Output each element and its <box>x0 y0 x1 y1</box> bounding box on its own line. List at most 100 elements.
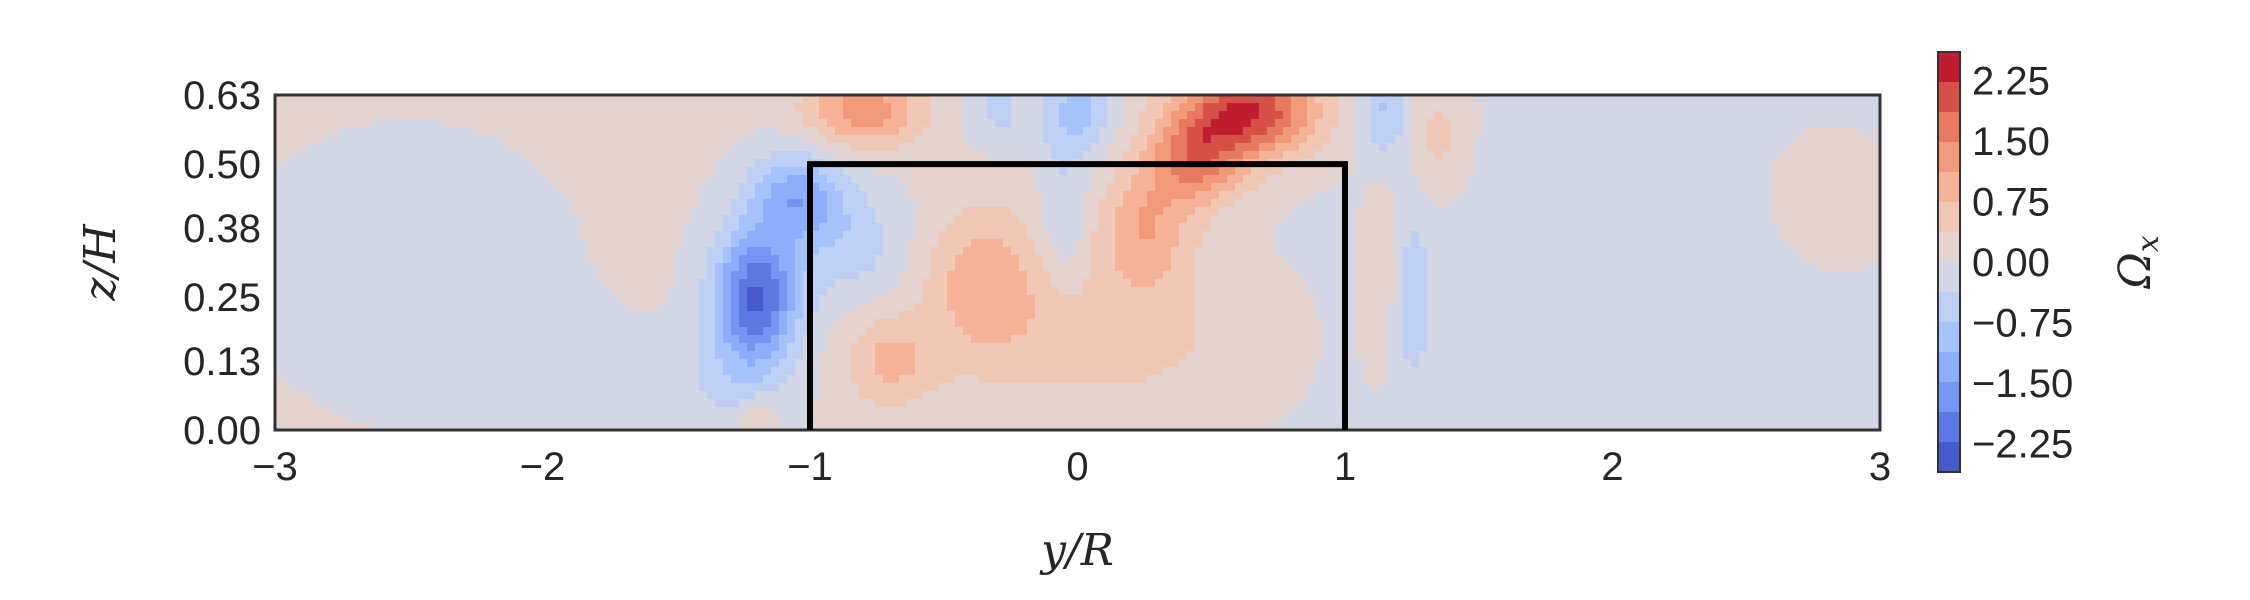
contour-cell <box>699 311 708 320</box>
contour-cell <box>1147 127 1156 136</box>
contour-cell <box>395 367 404 376</box>
contour-cell <box>1019 263 1028 272</box>
contour-cell <box>419 191 428 200</box>
contour-cell <box>915 383 924 392</box>
contour-cell <box>1003 383 1012 392</box>
contour-cell <box>459 423 468 430</box>
contour-cell <box>771 151 780 160</box>
contour-cell <box>1211 327 1220 336</box>
contour-cell <box>315 191 324 200</box>
contour-cell <box>899 167 908 176</box>
contour-cell <box>715 103 724 112</box>
contour-cell <box>611 279 620 288</box>
contour-cell <box>843 375 852 384</box>
contour-cell <box>819 215 828 224</box>
contour-cell <box>411 119 420 128</box>
contour-cell <box>347 231 356 240</box>
contour-cell <box>891 95 900 104</box>
contour-cell <box>283 383 292 392</box>
contour-cell <box>507 143 516 152</box>
contour-cell <box>643 303 652 312</box>
contour-cell <box>331 111 340 120</box>
contour-cell <box>771 183 780 192</box>
contour-cell <box>355 207 364 216</box>
contour-cell <box>411 407 420 416</box>
contour-cell <box>771 271 780 280</box>
contour-cell <box>595 247 604 256</box>
contour-cell <box>627 143 636 152</box>
contour-cell <box>419 279 428 288</box>
contour-cell <box>1051 383 1060 392</box>
contour-cell <box>891 303 900 312</box>
contour-cell <box>699 287 708 296</box>
contour-cell <box>1131 279 1140 288</box>
contour-cell <box>779 319 788 328</box>
contour-cell <box>443 215 452 224</box>
contour-cell <box>1003 167 1012 176</box>
contour-cell <box>843 311 852 320</box>
contour-cell <box>403 271 412 280</box>
contour-cell <box>811 119 820 128</box>
contour-cell <box>523 263 532 272</box>
contour-cell <box>299 159 308 168</box>
contour-cell <box>315 343 324 352</box>
contour-cell <box>1203 383 1212 392</box>
contour-cell <box>627 167 636 176</box>
contour-cell <box>811 279 820 288</box>
contour-cell <box>779 335 788 344</box>
contour-cell <box>1011 215 1020 224</box>
contour-cell <box>971 415 980 424</box>
contour-cell <box>1219 191 1228 200</box>
contour-cell <box>771 231 780 240</box>
contour-cell <box>1123 263 1132 272</box>
contour-cell <box>539 367 548 376</box>
contour-cell <box>683 159 692 168</box>
contour-cell <box>971 199 980 208</box>
contour-cell <box>739 111 748 120</box>
contour-cell <box>315 319 324 328</box>
contour-cell <box>323 199 332 208</box>
contour-cell <box>659 207 668 216</box>
contour-cell <box>947 399 956 408</box>
contour-cell <box>331 135 340 144</box>
contour-cell <box>899 143 908 152</box>
contour-cell <box>1091 327 1100 336</box>
contour-cell <box>331 143 340 152</box>
contour-cell <box>1179 271 1188 280</box>
contour-cell <box>491 327 500 336</box>
contour-cell <box>883 327 892 336</box>
contour-cell <box>691 103 700 112</box>
contour-cell <box>1043 95 1052 104</box>
contour-cell <box>611 383 620 392</box>
contour-cell <box>827 247 836 256</box>
contour-cell <box>1195 119 1204 128</box>
contour-cell <box>987 151 996 160</box>
contour-cell <box>891 143 900 152</box>
contour-cell <box>899 247 908 256</box>
contour-cell <box>331 271 340 280</box>
contour-cell <box>411 135 420 144</box>
contour-cell <box>451 415 460 424</box>
contour-cell <box>971 383 980 392</box>
contour-cell <box>1171 359 1180 368</box>
contour-cell <box>1219 279 1228 288</box>
contour-cell <box>667 391 676 400</box>
contour-cell <box>1163 343 1172 352</box>
contour-cell <box>1011 207 1020 216</box>
contour-cell <box>843 287 852 296</box>
contour-cell <box>1067 271 1076 280</box>
contour-cell <box>683 127 692 136</box>
contour-cell <box>1075 391 1084 400</box>
contour-cell <box>995 215 1004 224</box>
contour-cell <box>747 103 756 112</box>
contour-cell <box>419 287 428 296</box>
contour-cell <box>691 223 700 232</box>
contour-cell <box>699 423 708 430</box>
contour-cell <box>1035 191 1044 200</box>
contour-cell <box>1083 199 1092 208</box>
contour-cell <box>611 319 620 328</box>
contour-cell <box>1155 279 1164 288</box>
contour-cell <box>331 247 340 256</box>
contour-cell <box>491 415 500 424</box>
contour-cell <box>795 247 804 256</box>
